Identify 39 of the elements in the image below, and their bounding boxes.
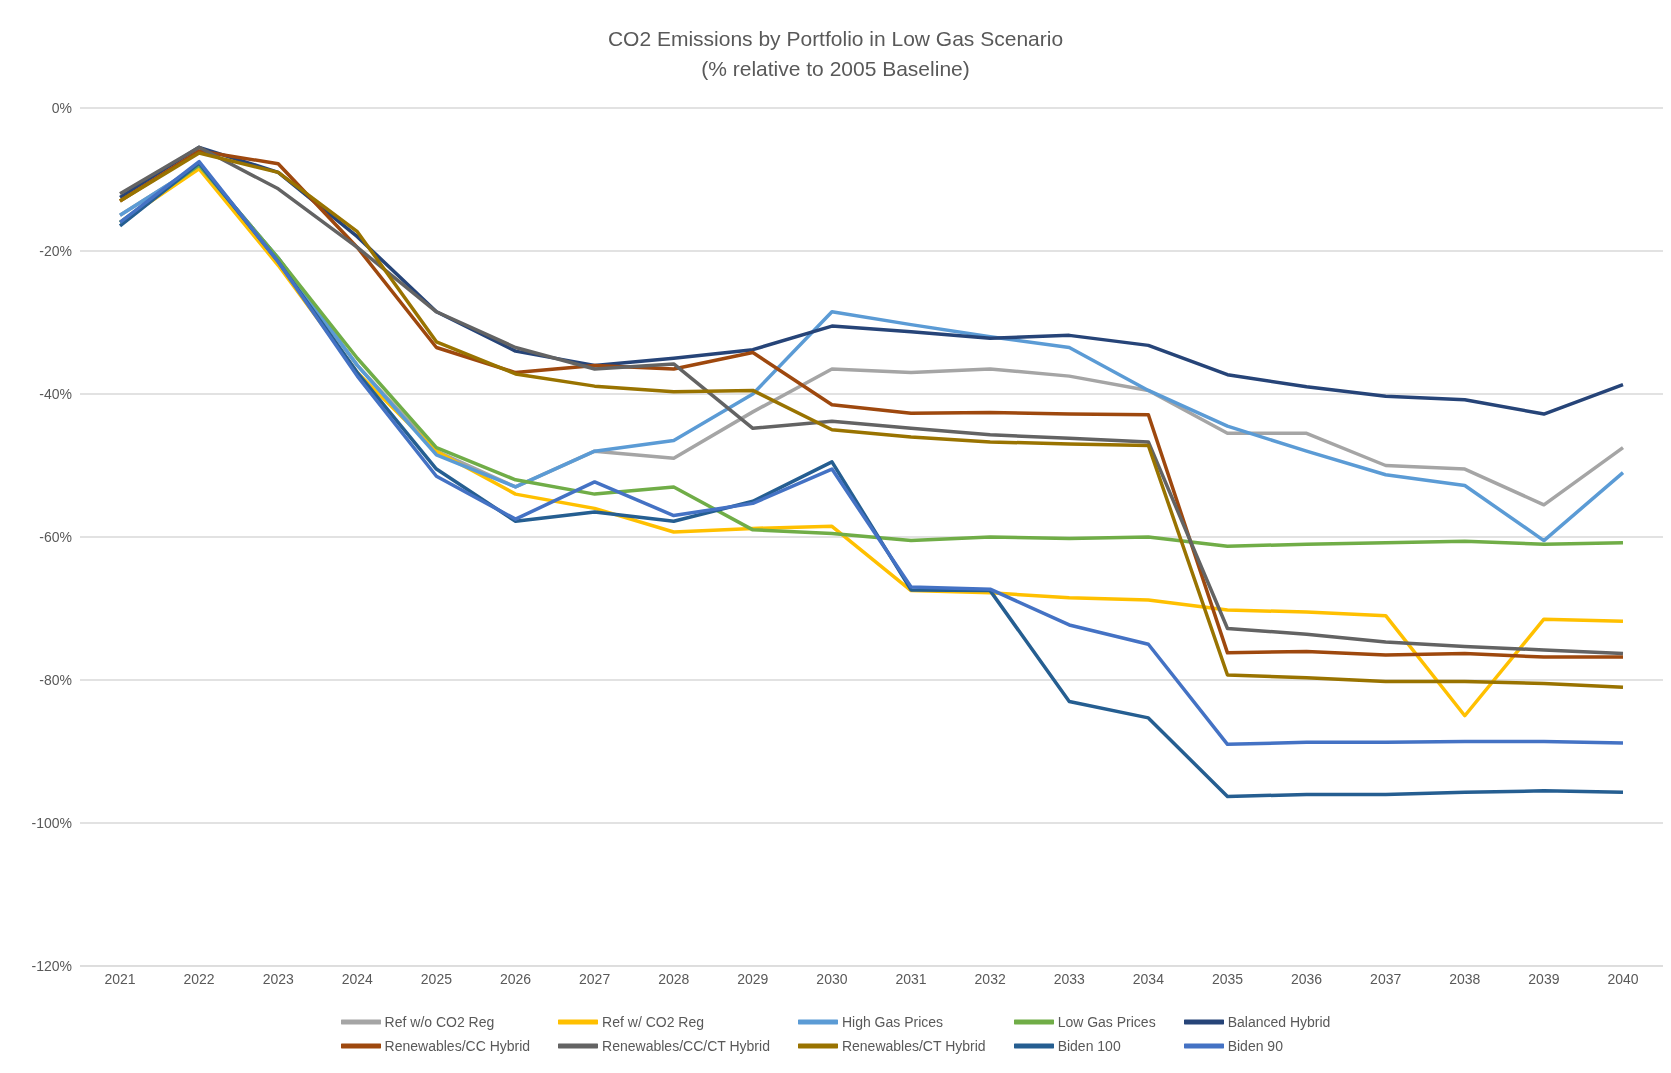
x-tick-label: 2032 (974, 970, 1006, 987)
x-tick-label: 2035 (1211, 970, 1244, 987)
legend-label: High Gas Prices (841, 1014, 944, 1030)
x-tick-label: 2037 (1370, 970, 1402, 987)
x-tick-label: 2038 (1449, 970, 1481, 987)
y-tick-label: -60% (39, 528, 72, 545)
y-tick-label: 0% (51, 99, 72, 116)
chart-subtitle: (% relative to 2005 Baseline) (700, 56, 971, 82)
x-tick-label: 2030 (816, 970, 848, 987)
y-tick-label: -80% (39, 671, 72, 688)
legend-label: Renewables/CT Hybrid (841, 1038, 986, 1054)
x-tick-label: 2023 (262, 970, 294, 987)
legend-label: Renewables/CC/CT Hybrid (602, 1038, 770, 1054)
x-tick-label: 2028 (658, 970, 690, 987)
x-tick-label: 2034 (1132, 970, 1165, 987)
x-tick-label: 2022 (183, 970, 215, 987)
y-tick-label: -20% (39, 242, 72, 259)
legend-label: Renewables/CC Hybrid (384, 1038, 531, 1054)
x-tick-label: 2029 (737, 970, 769, 987)
x-tick-label: 2040 (1607, 970, 1639, 987)
legend-label: Low Gas Prices (1057, 1014, 1156, 1030)
legend-label: Balanced Hybrid (1227, 1014, 1331, 1030)
y-tick-label: -120% (31, 957, 72, 974)
x-tick-label: 2039 (1528, 970, 1560, 987)
x-tick-label: 2025 (420, 970, 453, 987)
y-tick-label: -40% (39, 385, 72, 402)
legend-label: Biden 90 (1227, 1038, 1283, 1054)
y-tick-label: -100% (31, 814, 72, 831)
x-tick-label: 2036 (1291, 970, 1323, 987)
x-tick-label: 2027 (579, 970, 611, 987)
x-tick-label: 2024 (341, 970, 374, 987)
x-tick-label: 2026 (499, 970, 532, 987)
x-tick-label: 2021 (104, 970, 136, 987)
legend-label: Biden 100 (1057, 1038, 1121, 1054)
chart-title: CO2 Emissions by Portfolio in Low Gas Scenario (606, 26, 1065, 52)
x-tick-label: 2031 (895, 970, 927, 987)
legend-label: Ref w/o CO2 Reg (384, 1014, 495, 1030)
x-tick-label: 2033 (1053, 970, 1086, 987)
legend-label: Ref w/ CO2 Reg (602, 1014, 705, 1030)
